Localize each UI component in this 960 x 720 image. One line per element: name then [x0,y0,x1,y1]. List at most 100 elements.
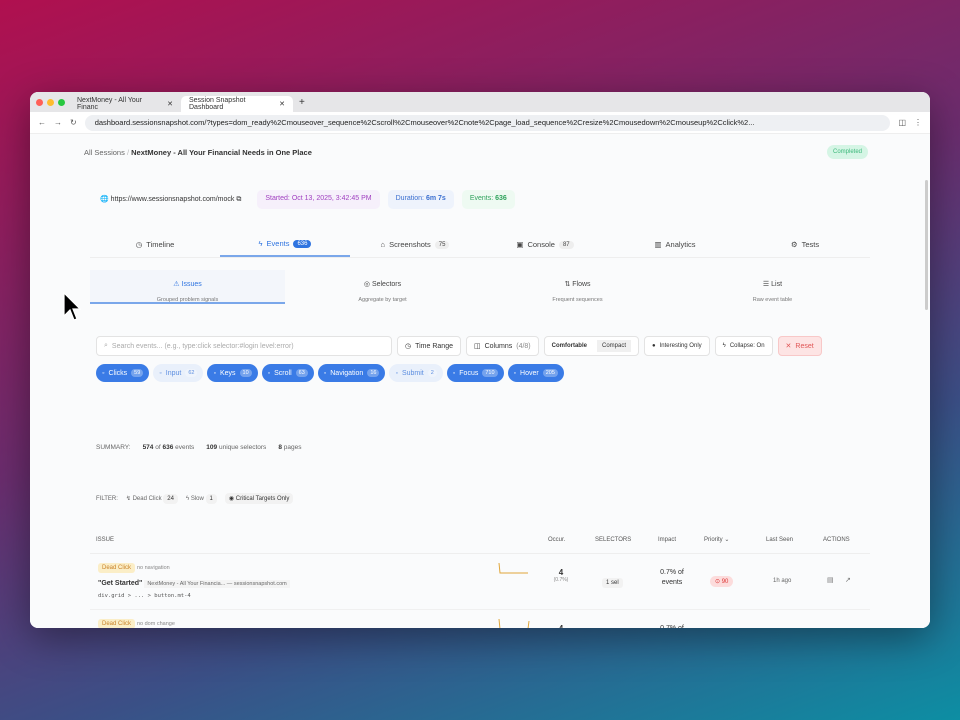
filter-text: Slow [190,495,204,502]
close-icon[interactable]: ✕ [279,101,285,108]
menu-icon[interactable]: ⋮ [914,118,922,127]
copy-icon[interactable]: ⧉ [236,196,242,203]
button-label: Columns [484,342,513,350]
chip-submit[interactable]: ◦ Submit 2 [389,364,443,382]
tab-count: 87 [558,240,574,249]
header-priority[interactable]: Priority ⌄ [704,536,729,543]
selectors-count: 109 [206,444,218,451]
columns-button[interactable]: ◫ Columns (4/8) [465,336,539,356]
warning-icon: ⚠ [173,281,180,288]
button-label: Collapse: On [729,343,765,349]
header-selectors[interactable]: SELECTORS [595,536,632,543]
url-text: https://www.sessionsnapshot.com/mock [110,196,235,203]
page-title: NextMoney - All Your Financial Needs in … [131,148,312,157]
chip-count: 205 [542,369,558,377]
collapse-toggle[interactable]: ϟ Collapse: On [714,336,773,356]
session-url: 🌐 https://www.sessionsnapshot.com/mock ⧉ [100,196,242,203]
header-occur[interactable]: Occur. [548,536,566,543]
chip-focus[interactable]: ◦ Focus 710 [446,364,504,382]
events-label: Events: [469,195,494,202]
chip-keys[interactable]: ◦ Keys 10 [207,364,258,382]
chip-clicks[interactable]: ◦ Clicks 59 [96,364,150,382]
issue-page: NextMoney - All Your Financia... — sessi… [144,580,290,588]
breadcrumb-all-sessions[interactable]: All Sessions [84,148,125,157]
subtab-desc: Grouped problem signals [156,297,219,303]
maximize-window-button[interactable] [58,98,65,106]
selector-count[interactable]: 1 sel [602,578,623,588]
tab-timeline[interactable]: ◷ Timeline [90,232,220,257]
chip-count: 2 [427,369,437,377]
forward-icon[interactable]: → [54,118,62,127]
extension-icon[interactable]: ◫ [898,118,906,127]
critical-targets-filter[interactable]: ◉ Critical Targets Only [224,493,294,504]
tab-label: Screenshots [389,240,431,249]
external-link-icon[interactable]: ↗ [845,577,851,584]
chip-label: Focus [459,369,479,377]
browser-tab-active[interactable]: Session Snapshot Dashboard ✕ [181,96,293,112]
chip-label: Navigation [330,369,364,377]
chip-label: Scroll [274,369,292,377]
summary-selectors: 109 unique selectors [206,444,266,451]
chip-count: 63 [295,369,308,377]
filter-text: Critical Targets Only [235,496,290,502]
subtab-issues[interactable]: ⚠ Issues Grouped problem signals [90,270,285,304]
main-tabs: ◷ Timeline ϟ Events 636 ⌂ Screenshots 75 ▣ Con… [90,232,870,258]
chip-navigation[interactable]: ◦ Navigation 16 [317,364,386,382]
slow-filter[interactable]: ϟ Slow 1 [186,493,217,504]
dead-click-filter[interactable]: ↯ Dead Click 24 [126,494,178,504]
tab-events[interactable]: ϟ Events 636 [220,232,350,257]
event-type-chips: ◦ Clicks 59 ◦ Input 62 ◦ Keys 10 ◦ Scroll 63 ◦ Naviga… [96,364,564,382]
close-icon[interactable]: ✕ [167,101,173,108]
chip-scroll[interactable]: ◦ Scroll 63 [261,364,314,382]
browser-tab[interactable]: NextMoney - All Your Financ ✕ [69,96,181,112]
started-pill: Started: Oct 13, 2025, 3:42:45 PM [257,190,380,209]
interesting-only-toggle[interactable]: ● Interesting Only [644,336,710,356]
reload-icon[interactable]: ↻ [70,118,77,127]
chip-count: 59 [131,369,144,377]
summary-label: SUMMARY: [96,444,131,451]
shown-count: 574 [142,444,154,451]
close-window-button[interactable] [36,98,43,106]
dot-icon: ● [652,343,656,349]
columns-count: (4/8) [516,342,531,350]
search-input[interactable]: ⌕ Search events... (e.g., type:click sele… [96,336,392,356]
tab-screenshots[interactable]: ⌂ Screenshots 75 [350,232,480,257]
event-type-icon: ◦ [323,369,327,377]
url-input[interactable]: dashboard.sessionsnapshot.com/?types=dom… [84,114,891,131]
time-range-button[interactable]: ◷ Time Range [397,336,461,356]
chip-input[interactable]: ◦ Input 62 [153,364,204,382]
filter-bar: FILTER: ↯ Dead Click 24 ϟ Slow 1 ◉ Criti… [96,493,294,504]
table-row[interactable]: Dead Click no navigation "Get Started" N… [90,554,870,610]
mouse-cursor-icon [63,292,81,321]
chevron-down-icon: ⌄ [724,537,730,543]
events-pill: Events: 636 [461,190,515,209]
chip-hover[interactable]: ◦ Hover 205 [507,364,564,382]
tab-analytics[interactable]: ▥ Analytics [610,232,740,257]
back-icon[interactable]: ← [38,118,46,127]
close-icon: ✕ [785,343,792,350]
header-impact[interactable]: Impact [658,536,677,543]
reset-button[interactable]: ✕ Reset [777,336,822,356]
tab-console[interactable]: ▣ Console 87 [480,232,610,257]
compact-option[interactable]: Compact [596,340,631,352]
tab-tests[interactable]: ⚙ Tests [740,232,870,257]
new-tab-button[interactable]: + [299,96,305,108]
table-row[interactable]: Dead Click no dom change "Select dropdow… [90,610,870,628]
minimize-window-button[interactable] [47,98,54,106]
density-toggle: Comfortable Compact [543,336,639,356]
comfortable-option[interactable]: Comfortable [551,343,587,349]
tab-label: Timeline [146,240,175,249]
details-icon[interactable]: ▤ [827,577,834,584]
subtab-selectors[interactable]: ◎ Selectors Aggregate by target [285,270,480,304]
subtab-list[interactable]: ☰ List Raw event table [675,270,870,304]
issue-reason: no navigation [136,565,170,571]
filter-count: 24 [163,494,178,504]
header-last-seen[interactable]: Last Seen [766,536,794,543]
header-actions: ACTIONS [823,536,850,543]
subtab-flows[interactable]: ⇅ Flows Frequent sequences [480,270,675,304]
selectors-text: unique selectors [218,444,267,451]
controls-bar: ⌕ Search events... (e.g., type:click sele… [96,336,822,356]
scrollbar[interactable] [925,180,928,310]
duration-value: 6m 7s [425,195,446,202]
occur-count: 4 [559,624,563,628]
